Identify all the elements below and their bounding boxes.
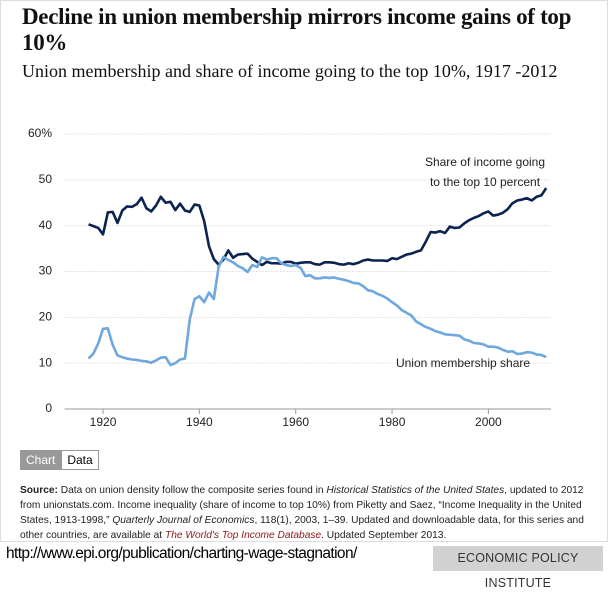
url: http://www.epi.org/publication/charting-… xyxy=(6,545,357,562)
chart: 0 10 20 30 40 50 60% 1920 1940 1960 1980 2000 Share … xyxy=(28,126,551,429)
source-run: . Updated September 2013. xyxy=(321,530,447,541)
source-run: Data on union density follow the composi… xyxy=(57,485,327,496)
y-tick-label: 20 xyxy=(39,310,53,324)
source-note: Source: Data on union density follow the… xyxy=(20,483,592,543)
line-series xyxy=(87,255,547,367)
chart-tab[interactable]: Chart xyxy=(20,450,62,470)
tabs: Chart Data xyxy=(20,450,99,470)
y-tick-label: 30 xyxy=(39,264,53,278)
source-run: Source: xyxy=(20,485,58,496)
y-tick-label: 10 xyxy=(39,355,53,369)
source-run: Historical Statistics of the United Stat… xyxy=(326,485,505,496)
x-tick-label: 1960 xyxy=(282,415,309,429)
source-run[interactable]: The World's Top Income Database xyxy=(164,530,322,541)
source-run: Quarterly Journal of Economics xyxy=(112,515,255,526)
subtitle: Union membership and share of income goi… xyxy=(22,61,558,81)
data-tab[interactable]: Data xyxy=(61,450,99,470)
x-tick-label: 1920 xyxy=(90,415,117,429)
y-tick-label: 60% xyxy=(28,126,52,140)
x-tick-label: 1940 xyxy=(186,415,213,429)
x-tick-label: 1980 xyxy=(379,415,406,429)
x-tick-label: 2000 xyxy=(475,415,502,429)
line-series xyxy=(88,187,548,267)
series-label: Union membership share xyxy=(396,356,530,370)
organization: ECONOMIC POLICY INSTITUTE xyxy=(433,546,603,590)
series-label: Share of income going to the top 10 perce… xyxy=(425,155,545,189)
y-tick-label: 0 xyxy=(45,401,52,415)
y-tick-label: 50 xyxy=(39,172,53,186)
y-tick-label: 40 xyxy=(39,218,53,232)
source-run: , updated to 2012 from unionstats.com. I… xyxy=(20,485,584,526)
title: Decline in union membership mirrors inco… xyxy=(22,4,572,55)
source-run: , 118(1), 2003, 1–39. Updated and downlo… xyxy=(20,515,584,541)
